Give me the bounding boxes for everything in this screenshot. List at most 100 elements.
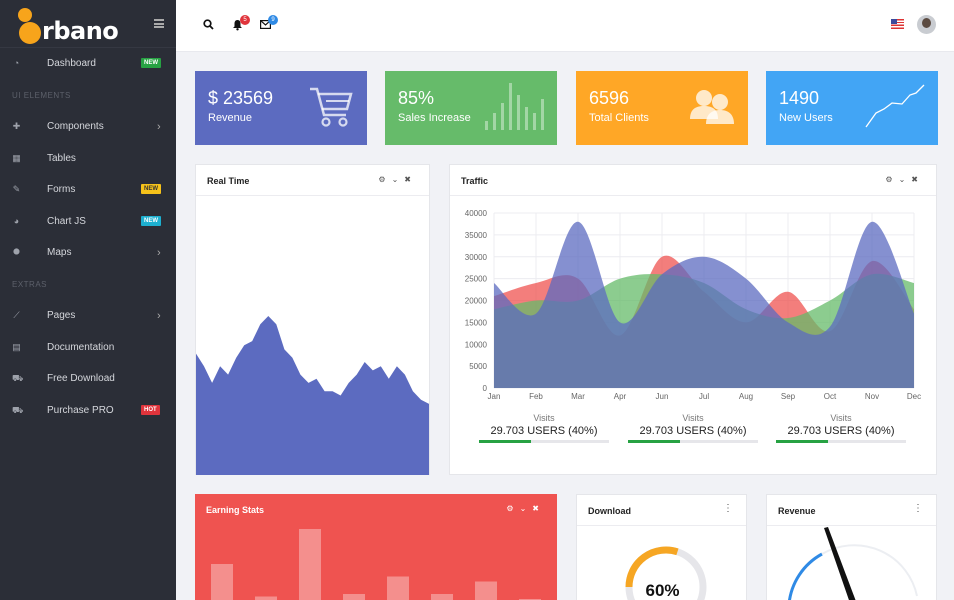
sidebar-item-documentation[interactable]: ▤ Documentation bbox=[0, 332, 176, 364]
sidebar: rbano ◔ Dashboard NEW UI ELEMENTS ✚ Component… bbox=[0, 0, 176, 600]
bar-chart-icon bbox=[485, 83, 544, 130]
sidebar-item-purchase-pro[interactable]: ⛟ Purchase PRO HOT bbox=[0, 395, 176, 427]
stat-value: $ 23569 bbox=[208, 88, 274, 108]
sidebar-item-label: Forms bbox=[47, 184, 76, 196]
traffic-chart: 0 5000 10000 15000 20000 25000 30000 35000 40000… bbox=[465, 209, 921, 401]
stat-card-clients: 6596 Total Clients bbox=[576, 71, 748, 145]
settings-icon[interactable]: ⚙ bbox=[885, 175, 899, 184]
sidebar-section-label: EXTRAS bbox=[12, 279, 48, 289]
earning-bar bbox=[299, 529, 321, 600]
us-flag-icon[interactable] bbox=[891, 19, 904, 29]
earning-bar bbox=[475, 581, 497, 600]
x-tick-label: Jul bbox=[699, 392, 709, 401]
chevron-down-icon[interactable]: ⌄ bbox=[391, 175, 405, 184]
y-tick-label: 15000 bbox=[465, 318, 488, 327]
sidebar-item-tables[interactable]: ▦ Tables bbox=[0, 143, 176, 175]
line-chart-icon bbox=[865, 84, 925, 128]
sidebar-item-components[interactable]: ✚ Components › bbox=[0, 111, 176, 143]
map-marker-icon: ⬤ bbox=[13, 249, 20, 256]
search-icon[interactable] bbox=[203, 19, 214, 30]
brand-logo[interactable]: rbano bbox=[0, 0, 176, 48]
cart-icon: ⛟ bbox=[12, 404, 24, 415]
puzzle-icon: ✚ bbox=[12, 121, 21, 132]
y-tick-label: 25000 bbox=[465, 275, 488, 284]
stat-card-sales: 85% Sales Increase bbox=[385, 71, 557, 145]
download-card: Download ⋮ 60% bbox=[576, 494, 747, 600]
notifications-badge: 5 bbox=[240, 15, 250, 25]
sidebar-section-label: UI ELEMENTS bbox=[12, 90, 71, 100]
close-icon[interactable]: ✖ bbox=[532, 504, 545, 513]
visits-value: 29.703 USERS (40%) bbox=[639, 425, 747, 437]
stat-label: Revenue bbox=[208, 112, 253, 124]
sidebar-item-label: Dashboard bbox=[47, 58, 96, 70]
y-tick-label: 30000 bbox=[465, 253, 488, 262]
stat-card-users: 1490 New Users bbox=[766, 71, 938, 145]
realtime-card: Real Time ⚙⌄✖ bbox=[195, 164, 430, 475]
sidebar-item-free-download[interactable]: ⛟ Free Download bbox=[0, 363, 176, 395]
chevron-down-icon[interactable]: ⌄ bbox=[519, 504, 533, 513]
card-title: Earning Stats bbox=[206, 505, 265, 515]
more-icon[interactable]: ⋮ bbox=[723, 503, 733, 514]
visits-progress bbox=[479, 440, 609, 443]
visits-label: Visits bbox=[830, 413, 852, 423]
stat-value: 6596 bbox=[589, 88, 630, 108]
stat-label: Sales Increase bbox=[398, 112, 471, 124]
stat-label: Total Clients bbox=[589, 112, 649, 124]
earning-bar bbox=[211, 564, 233, 600]
y-tick-label: 20000 bbox=[465, 297, 488, 306]
card-title: Revenue bbox=[778, 506, 816, 516]
more-icon[interactable]: ⋮ bbox=[913, 503, 923, 514]
sidebar-badge: HOT bbox=[141, 404, 160, 415]
sidebar-nav: ◔ Dashboard NEW UI ELEMENTS ✚ Components › ▦ Tab… bbox=[0, 48, 176, 426]
visits-value: 29.703 USERS (40%) bbox=[490, 425, 598, 437]
visits-progress bbox=[628, 440, 758, 443]
sidebar-item-label: Chart JS bbox=[47, 215, 86, 227]
card-title: Download bbox=[588, 506, 631, 516]
menu-toggle-icon[interactable] bbox=[154, 19, 164, 28]
stat-label: New Users bbox=[779, 112, 833, 124]
earning-bar bbox=[255, 596, 277, 600]
cart-icon: ⛟ bbox=[12, 373, 24, 384]
chevron-right-icon: › bbox=[157, 309, 161, 322]
x-tick-label: Apr bbox=[614, 392, 627, 401]
x-tick-label: Nov bbox=[865, 392, 879, 401]
y-tick-label: 5000 bbox=[469, 362, 487, 371]
users-icon bbox=[690, 90, 734, 124]
sidebar-item-label: Free Download bbox=[47, 373, 115, 385]
sidebar-item-maps[interactable]: ⬤ Maps › bbox=[0, 237, 176, 269]
sidebar-item-dashboard[interactable]: ◔ Dashboard NEW bbox=[0, 48, 176, 80]
y-tick-label: 0 bbox=[483, 384, 488, 393]
realtime-area bbox=[196, 316, 429, 475]
earning-bar bbox=[343, 594, 365, 600]
avatar[interactable] bbox=[917, 15, 936, 34]
dashboard-icon: ◔ bbox=[13, 58, 20, 69]
y-tick-label: 40000 bbox=[465, 209, 488, 218]
visits-value: 29.703 USERS (40%) bbox=[787, 425, 895, 437]
sidebar-item-label: Tables bbox=[47, 152, 76, 164]
cart-icon bbox=[310, 87, 353, 127]
sidebar-item-chart-js[interactable]: ◕ Chart JS NEW bbox=[0, 206, 176, 238]
x-tick-label: Aug bbox=[739, 392, 753, 401]
sidebar-badge: NEW bbox=[141, 184, 161, 194]
sidebar-item-pages[interactable]: ⟋ Pages › bbox=[0, 300, 176, 332]
x-tick-label: Jun bbox=[656, 392, 669, 401]
sidebar-item-label: Components bbox=[47, 121, 104, 133]
sidebar-item-forms[interactable]: ✎ Forms NEW bbox=[0, 174, 176, 206]
close-icon[interactable]: ✖ bbox=[911, 175, 924, 184]
sidebar-item-label: Documentation bbox=[47, 341, 115, 353]
chevron-down-icon[interactable]: ⌄ bbox=[898, 175, 912, 184]
x-tick-label: Jan bbox=[488, 392, 501, 401]
x-tick-label: Feb bbox=[529, 392, 543, 401]
visits-stat: Visits 29.703 USERS (40%) bbox=[776, 413, 906, 443]
topbar: 5 9 bbox=[176, 0, 954, 52]
x-tick-label: Oct bbox=[824, 392, 837, 401]
settings-icon[interactable]: ⚙ bbox=[506, 504, 520, 513]
chevron-right-icon: › bbox=[157, 120, 161, 133]
y-tick-label: 35000 bbox=[465, 231, 488, 240]
sidebar-item-label: Purchase PRO bbox=[47, 404, 114, 416]
bell-icon[interactable] bbox=[232, 19, 243, 31]
settings-icon[interactable]: ⚙ bbox=[378, 175, 392, 184]
close-icon[interactable]: ✖ bbox=[404, 175, 417, 184]
visits-progress bbox=[776, 440, 906, 443]
sidebar-badge: NEW bbox=[141, 58, 161, 68]
